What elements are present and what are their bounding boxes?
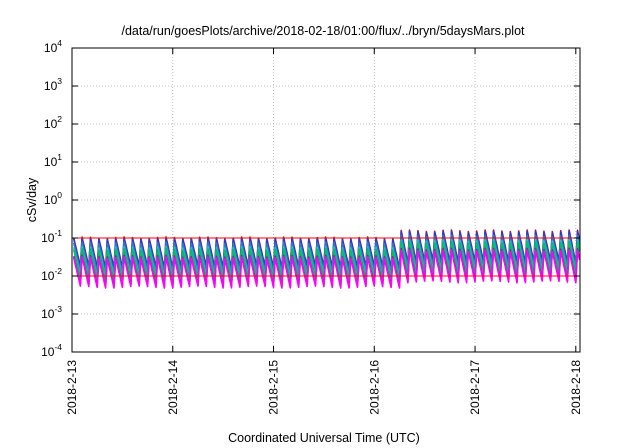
- x-tick-label: 2018-2-15: [267, 360, 281, 415]
- x-tick-label: 2018-2-16: [367, 360, 381, 415]
- y-tick-label: 10-3: [41, 304, 62, 321]
- series-line: [72, 234, 581, 275]
- axis-ticks: [71, 47, 580, 353]
- y-tick-label: 104: [44, 38, 62, 55]
- x-tick-label: 2018-2-14: [166, 360, 180, 415]
- y-tick-label: 103: [44, 76, 62, 93]
- y-tick-label: 10-4: [41, 342, 62, 359]
- series-line: [72, 241, 581, 281]
- series-group: [72, 229, 581, 289]
- y-tick-label: 10-1: [41, 228, 62, 245]
- y-tick-label: 100: [44, 190, 62, 207]
- x-tick-label: 2018-2-13: [65, 360, 79, 415]
- series-line: [72, 249, 581, 289]
- chart-title: /data/run/goesPlots/archive/2018-02-18/0…: [121, 24, 525, 38]
- y-tick-labels: 104 103 102 101 100 10-1 10-2 10-3 10-4: [41, 38, 62, 359]
- grid: [72, 48, 580, 352]
- y-tick-label: 102: [44, 114, 62, 131]
- series-line: [72, 230, 581, 270]
- x-tick-label: 2018-2-17: [468, 360, 482, 415]
- plot-frame: [71, 47, 581, 353]
- y-tick-label: 101: [44, 152, 62, 169]
- reference-lines: [72, 237, 580, 277]
- x-tick-labels: 2018-2-13 2018-2-14 2018-2-15 2018-2-16 2018…: [65, 360, 583, 415]
- x-tick-label: 2018-2-18: [569, 360, 583, 415]
- y-tick-label: 10-2: [41, 266, 62, 283]
- x-axis-title: Coordinated Universal Time (UTC): [228, 431, 420, 445]
- y-axis-title: cSv/day: [25, 177, 39, 222]
